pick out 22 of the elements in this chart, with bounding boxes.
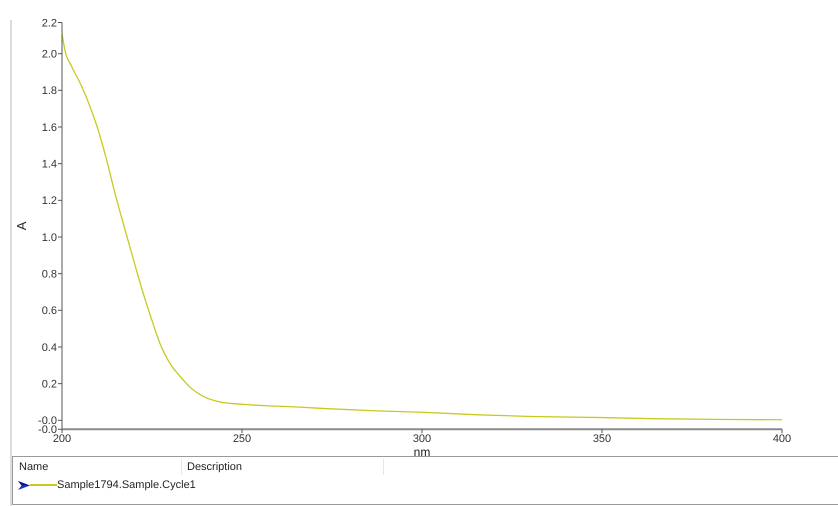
y-tick-label: 1.4 xyxy=(42,158,57,171)
y-axis-title: A xyxy=(14,221,29,230)
y-tick-label: 0.4 xyxy=(42,342,57,354)
x-tick-label: 350 xyxy=(592,433,612,446)
text: Description xyxy=(182,459,384,475)
x-axis-title: nm xyxy=(414,445,430,459)
legend-label: Sample1794.Sample.Cycle1 xyxy=(57,478,196,492)
y-tick-label: 1.0 xyxy=(42,232,57,244)
y-tick-label: 1.8 xyxy=(42,85,57,98)
y-tick-label: 2.2 xyxy=(42,17,57,30)
y-tick-label: 0.6 xyxy=(42,305,57,318)
x-tick-label: 300 xyxy=(412,433,432,446)
y-tick-label: 0.8 xyxy=(42,268,57,281)
y-tick-label: 0.2 xyxy=(42,378,57,391)
line-series xyxy=(62,32,782,420)
x-tick-label: 250 xyxy=(232,433,252,446)
legend-title: Name xyxy=(13,459,182,475)
y-tick-label: 1.6 xyxy=(42,122,57,134)
y-tick-label: 2.0 xyxy=(42,48,57,61)
x-tick-label: 400 xyxy=(772,433,792,446)
x-tick-label: 200 xyxy=(52,433,72,446)
y-tick-label: 1.2 xyxy=(42,195,57,208)
